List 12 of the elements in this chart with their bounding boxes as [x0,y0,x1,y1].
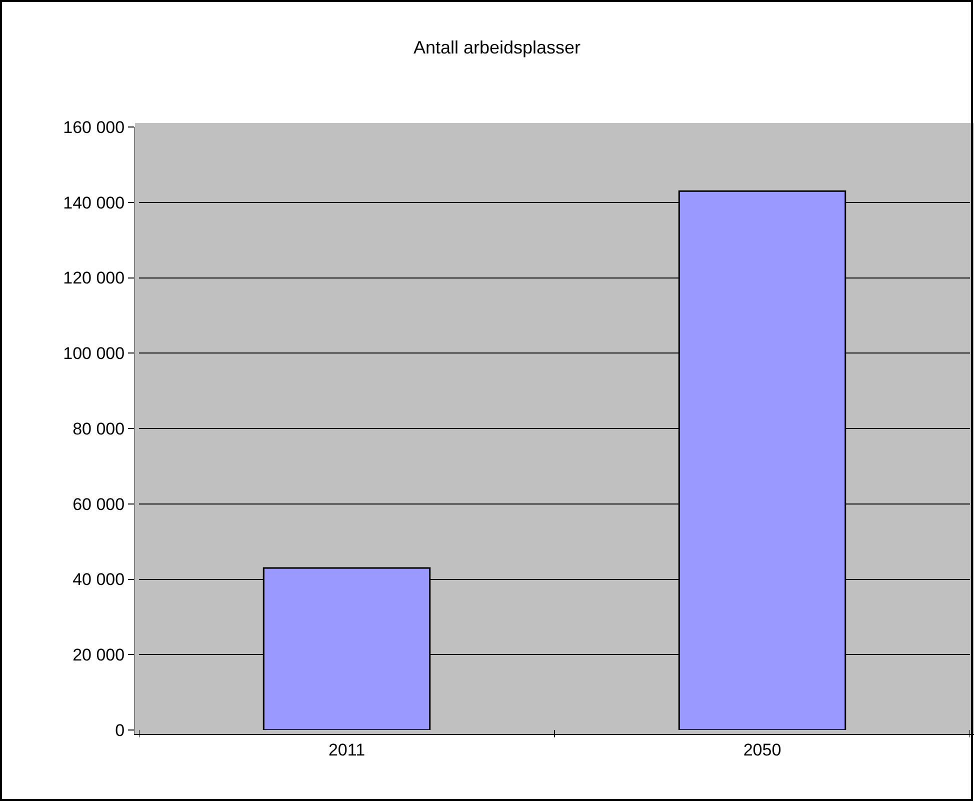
y-tick-label: 120 000 [63,268,125,288]
y-tick-label: 140 000 [63,193,125,212]
y-tick-label: 60 000 [72,494,125,514]
y-tick-label: 160 000 [63,118,125,137]
y-tick-label: 20 000 [72,646,125,665]
y-tick-label: 0 [115,720,125,740]
x-tick-label: 2011 [328,740,366,760]
y-tick-label: 80 000 [72,419,125,438]
chart-title: Antall arbeidsplasser [413,37,581,58]
x-tick-label: 2050 [743,740,782,760]
y-tick-label: 100 000 [63,344,125,364]
y-tick-label: 40 000 [72,570,125,590]
